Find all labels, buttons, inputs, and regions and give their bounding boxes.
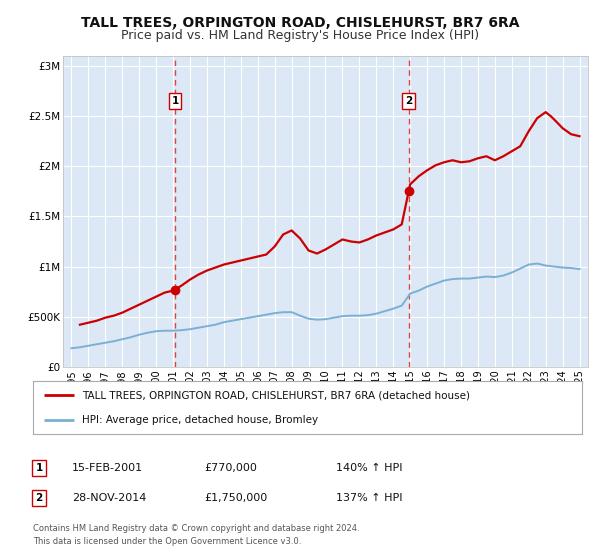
Text: £770,000: £770,000	[204, 463, 257, 473]
Text: 140% ↑ HPI: 140% ↑ HPI	[336, 463, 403, 473]
Text: TALL TREES, ORPINGTON ROAD, CHISLEHURST, BR7 6RA: TALL TREES, ORPINGTON ROAD, CHISLEHURST,…	[81, 16, 519, 30]
Text: 28-NOV-2014: 28-NOV-2014	[72, 493, 146, 503]
Text: 2: 2	[35, 493, 43, 503]
Text: 15-FEB-2001: 15-FEB-2001	[72, 463, 143, 473]
Text: 137% ↑ HPI: 137% ↑ HPI	[336, 493, 403, 503]
Text: 1: 1	[35, 463, 43, 473]
Text: £1,750,000: £1,750,000	[204, 493, 267, 503]
Text: Price paid vs. HM Land Registry's House Price Index (HPI): Price paid vs. HM Land Registry's House …	[121, 29, 479, 42]
Text: HPI: Average price, detached house, Bromley: HPI: Average price, detached house, Brom…	[82, 414, 319, 424]
Text: Contains HM Land Registry data © Crown copyright and database right 2024.: Contains HM Land Registry data © Crown c…	[33, 524, 359, 533]
Text: TALL TREES, ORPINGTON ROAD, CHISLEHURST, BR7 6RA (detached house): TALL TREES, ORPINGTON ROAD, CHISLEHURST,…	[82, 390, 470, 400]
Text: 2: 2	[405, 96, 412, 106]
Text: This data is licensed under the Open Government Licence v3.0.: This data is licensed under the Open Gov…	[33, 537, 301, 546]
Text: 1: 1	[172, 96, 179, 106]
